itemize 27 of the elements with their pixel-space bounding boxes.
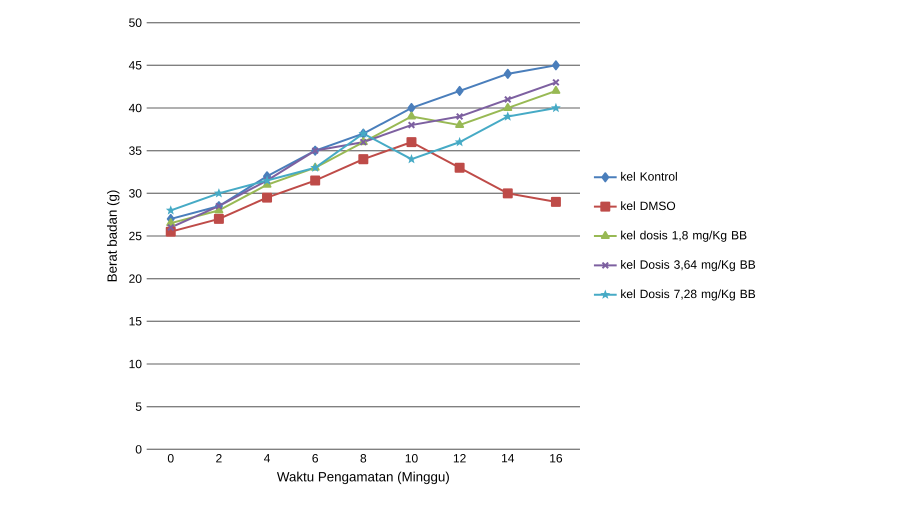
y-tick-label: 30 [129, 189, 142, 198]
y-tick-label: 35 [129, 146, 142, 155]
y-tick-label: 50 [129, 18, 142, 27]
y-tick-label: 20 [129, 274, 142, 283]
x-tick-label: 10 [406, 454, 418, 463]
x-tick-label: 6 [312, 454, 318, 463]
y-tick-label: 10 [130, 360, 142, 368]
x-tick-label: 14 [502, 454, 514, 462]
legend-label: kel Dosis 3,64 mg/Kg BB [621, 260, 756, 272]
y-tick-label: 0 [136, 445, 142, 454]
legend-label: kel dosis 1,8 mg/Kg BB [621, 230, 746, 242]
y-tick-label: 5 [136, 402, 142, 411]
x-tick-label: 0 [168, 454, 174, 463]
x-tick-label: 12 [454, 454, 466, 462]
x-axis-title: Waktu Pengamatan (Minggu) [276, 472, 449, 484]
legend-label: kel Dosis 7,28 mg/Kg BB [621, 289, 756, 301]
x-tick-label: 8 [360, 454, 366, 463]
y-tick-label: 25 [129, 232, 142, 240]
y-tick-label: 15 [130, 317, 142, 326]
legend-label: kel Kontrol [621, 172, 677, 181]
x-tick-label: 4 [264, 454, 270, 462]
y-tick-label: 45 [128, 61, 142, 70]
y-tick-label: 40 [128, 104, 142, 112]
x-tick-label: 16 [550, 454, 562, 463]
y-axis-title: Berat badan (g) [107, 190, 120, 282]
legend-label: kel DMSO [621, 201, 676, 210]
x-tick-label: 2 [216, 454, 222, 462]
